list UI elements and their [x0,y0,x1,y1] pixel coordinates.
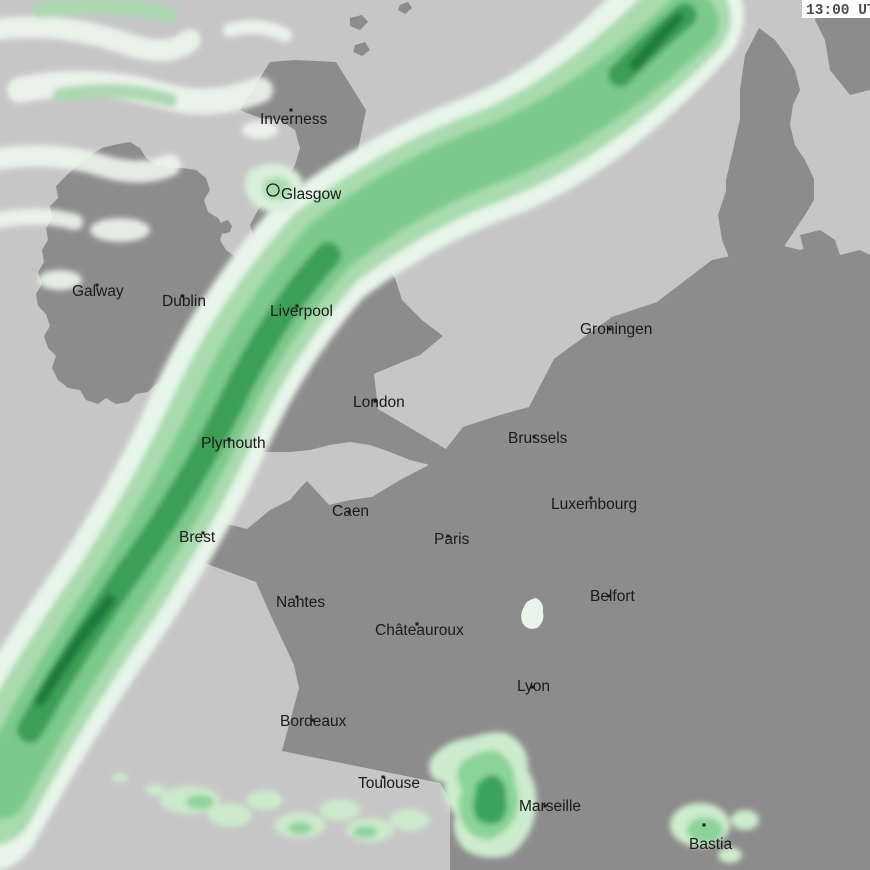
svg-text:Luxembourg: Luxembourg [551,496,637,513]
svg-text:Caen: Caen [332,503,369,520]
svg-text:Liverpool: Liverpool [270,303,333,320]
svg-text:Plymouth: Plymouth [201,435,266,452]
svg-text:Lyon: Lyon [517,678,550,695]
svg-text:Galway: Galway [72,283,124,300]
svg-text:Brussels: Brussels [508,430,568,447]
svg-text:Nantes: Nantes [276,594,325,611]
svg-text:Bordeaux: Bordeaux [280,713,347,730]
svg-text:Dublin: Dublin [162,293,206,310]
svg-text:Châteauroux: Châteauroux [375,622,464,639]
svg-text:Inverness: Inverness [260,111,327,128]
svg-text:Marseille: Marseille [519,798,581,815]
svg-text:13:00 UTC: 13:00 UTC [806,3,870,19]
svg-text:Glasgow: Glasgow [281,186,342,203]
svg-text:Bastia: Bastia [689,836,732,853]
svg-text:Paris: Paris [434,531,470,548]
svg-text:London: London [353,394,405,411]
svg-text:Brest: Brest [179,529,216,546]
svg-text:Belfort: Belfort [590,588,635,605]
svg-text:Toulouse: Toulouse [358,775,420,792]
svg-text:Groningen: Groningen [580,321,652,338]
